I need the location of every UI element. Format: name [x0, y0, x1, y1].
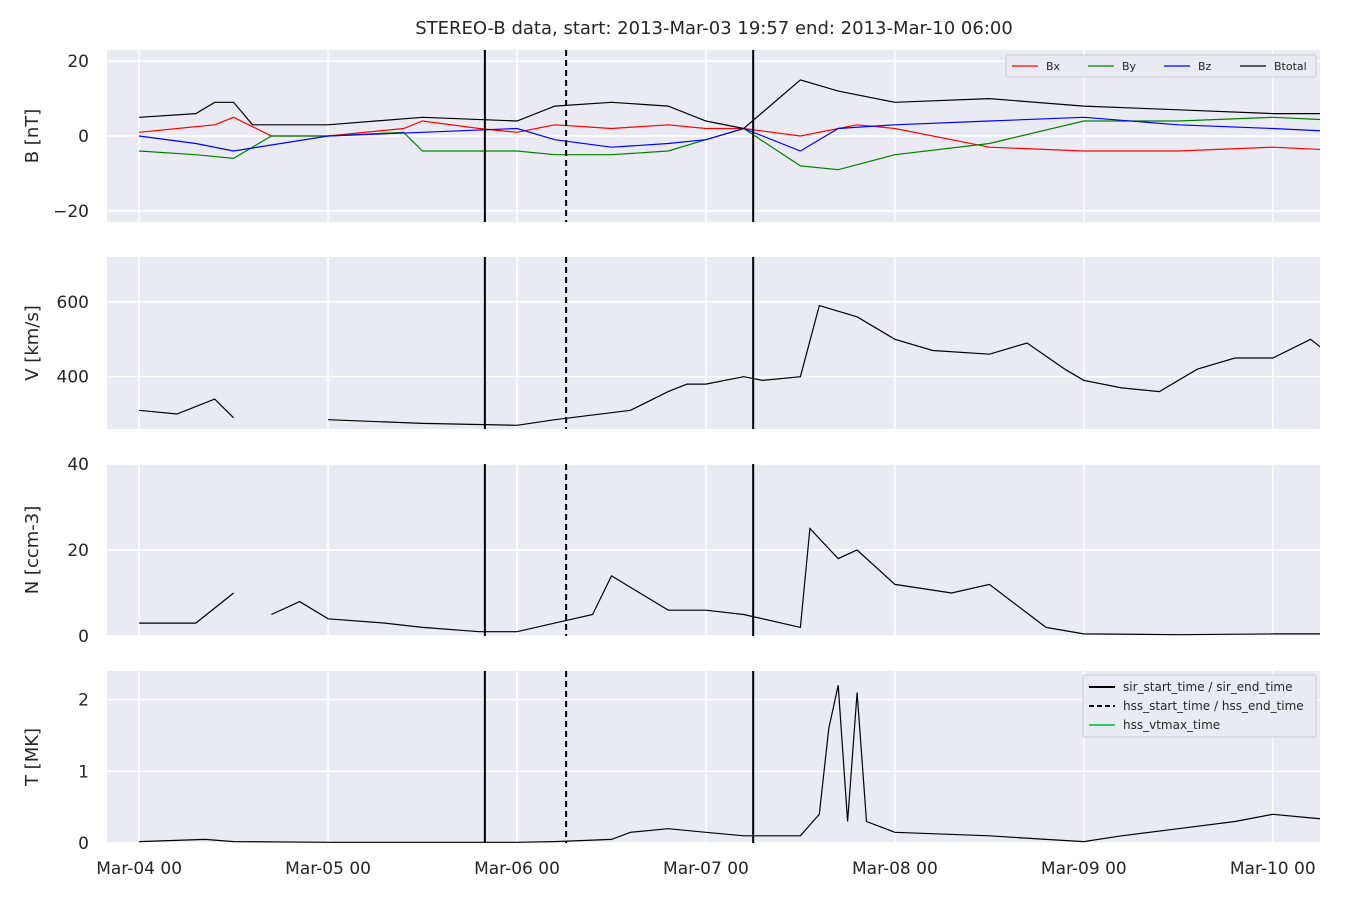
y-tick-label: 600: [57, 293, 89, 313]
legend-label-Bz: Bz: [1198, 60, 1212, 73]
panel-V: 400 600 V [km/s]: [22, 257, 1320, 429]
y-tick-label: −20: [53, 202, 89, 222]
legend-label: sir_start_time / sir_end_time: [1123, 680, 1293, 694]
series-line-Btotal: [139, 79, 1320, 130]
series-line-Bz: [139, 116, 1320, 152]
y-tick-label: 400: [57, 368, 89, 388]
y-axis-label: N [ccm-3]: [22, 506, 43, 595]
y-tick-label: 0: [78, 627, 89, 647]
y-tick-label: 0: [78, 834, 89, 854]
y-tick-label: 20: [67, 52, 89, 72]
legend-label: hss_vtmax_time: [1123, 718, 1220, 732]
y-tick-label: 0: [78, 127, 89, 147]
panel-B: −20 0 20 B [nT]: [22, 50, 1320, 222]
series-line-V: [139, 304, 1320, 426]
panel-background: [107, 257, 1320, 429]
x-tick-label: Mar-05 00: [285, 859, 371, 879]
figure-title: STEREO-B data, start: 2013-Mar-03 19:57 …: [415, 18, 1013, 39]
legend-box: [1005, 54, 1317, 78]
y-axis-label: V [km/s]: [22, 305, 43, 380]
y-tick-label: 20: [67, 541, 89, 561]
y-tick-label: 1: [78, 762, 89, 782]
legend-label-Bx: Bx: [1046, 60, 1061, 73]
y-axis-label: B [nT]: [22, 109, 43, 164]
x-tick-label: Mar-04 00: [96, 859, 182, 879]
y-tick-label: 2: [78, 691, 89, 711]
series-line-By: [139, 116, 1320, 171]
legend-box: [1082, 674, 1317, 738]
legend-label: hss_start_time / hss_end_time: [1123, 699, 1304, 713]
legend-T: sir_start_time / sir_end_time hss_start_t…: [1082, 674, 1317, 738]
x-tick-label: Mar-07 00: [663, 859, 749, 879]
y-axis-label: T [MK]: [22, 728, 43, 787]
x-tick-label: Mar-09 00: [1041, 859, 1127, 879]
x-tick-label: Mar-08 00: [852, 859, 938, 879]
legend-label-Btotal: Btotal: [1274, 60, 1307, 73]
series-line-N: [139, 527, 1320, 636]
legend-label-By: By: [1122, 60, 1137, 73]
panel-N: 0 20 40 N [ccm-3]: [22, 455, 1320, 647]
x-tick-label: Mar-10 00: [1230, 859, 1316, 879]
legend-B: Bx By Bz Btotal: [1005, 54, 1317, 78]
x-tick-label: Mar-06 00: [474, 859, 560, 879]
y-tick-label: 40: [67, 455, 89, 475]
